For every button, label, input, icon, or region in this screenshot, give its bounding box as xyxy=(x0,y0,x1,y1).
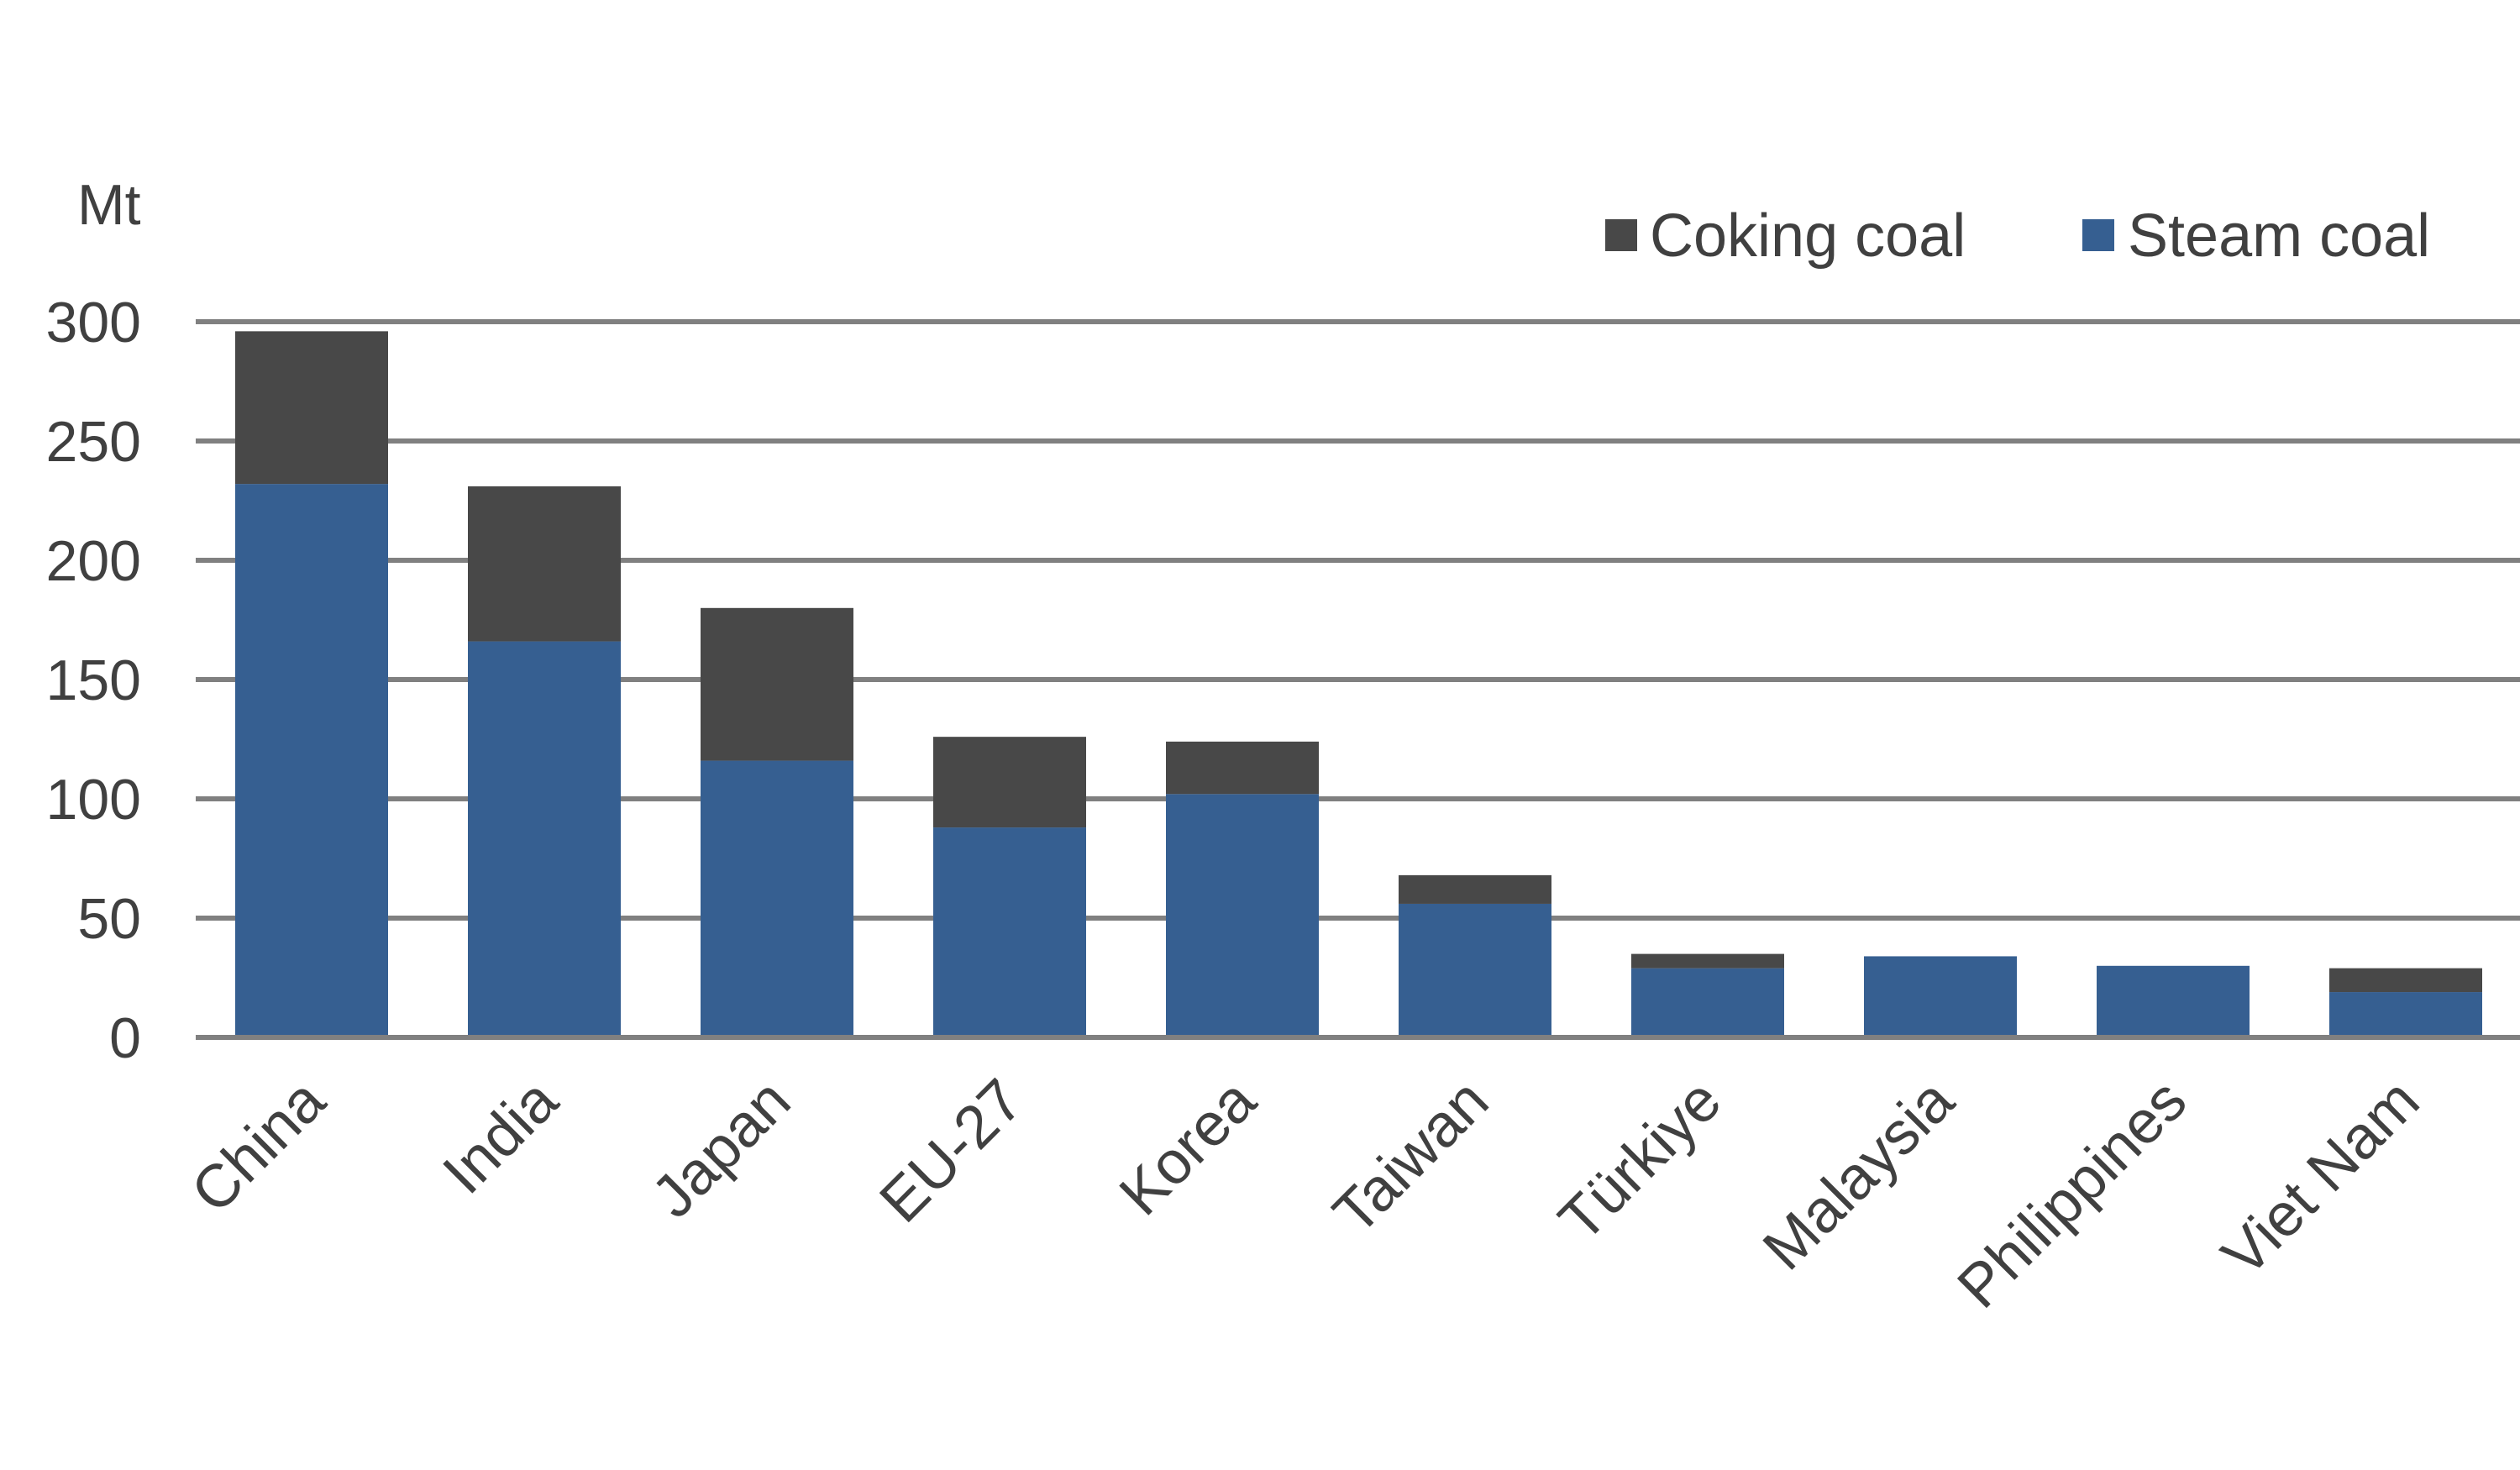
x-category-label: Viet Nam xyxy=(2209,1067,2432,1289)
legend-label: Coking coal xyxy=(1650,202,1966,270)
x-category-label: China xyxy=(179,1066,339,1226)
y-tick-label: 200 xyxy=(46,529,141,593)
bar-segment xyxy=(235,331,388,485)
bar-segment xyxy=(1166,741,1319,795)
bar-segment xyxy=(2329,992,2482,1037)
y-axis-unit-label: Mt xyxy=(77,173,141,237)
x-category-label: Türkiye xyxy=(1546,1067,1734,1254)
x-category-label: Taiwan xyxy=(1320,1067,1501,1247)
bar-segment xyxy=(1631,953,1784,969)
y-tick-label: 250 xyxy=(46,410,141,474)
bar-segment xyxy=(468,486,621,642)
bar-segment xyxy=(933,827,1086,1037)
bar-segment xyxy=(2329,968,2482,993)
legend-label: Steam coal xyxy=(2128,202,2430,270)
x-category-label: Japan xyxy=(639,1067,803,1231)
y-tick-label: 100 xyxy=(46,768,141,832)
x-category-label: India xyxy=(430,1066,571,1207)
y-tick-label: 50 xyxy=(77,887,141,951)
bar-segment xyxy=(1166,794,1319,1037)
legend: Coking coal Steam coal xyxy=(1605,202,2430,270)
legend-swatch xyxy=(2082,219,2114,251)
y-tick-label: 300 xyxy=(46,291,141,354)
bars xyxy=(196,331,2520,1040)
bar-segment xyxy=(1631,968,1784,1037)
bar-segment xyxy=(1399,903,1551,1037)
bar-segment xyxy=(701,607,853,761)
x-category-label: EU-27 xyxy=(867,1067,1036,1236)
bar-segment xyxy=(235,484,388,1037)
y-tick-label: 0 xyxy=(109,1006,141,1070)
legend-swatch xyxy=(1605,219,1637,251)
bar-segment xyxy=(1399,874,1551,904)
bar-segment xyxy=(701,760,853,1037)
bar-segment xyxy=(2097,965,2250,1037)
x-category-label: Philippines xyxy=(1945,1067,2200,1321)
bar-segment xyxy=(1864,956,2017,1037)
x-category-label: Malaysia xyxy=(1751,1066,1967,1283)
y-tick-label: 150 xyxy=(46,648,141,712)
x-category-label: Korea xyxy=(1107,1066,1269,1228)
bar-segment xyxy=(468,641,621,1037)
bar-segment xyxy=(933,737,1086,828)
